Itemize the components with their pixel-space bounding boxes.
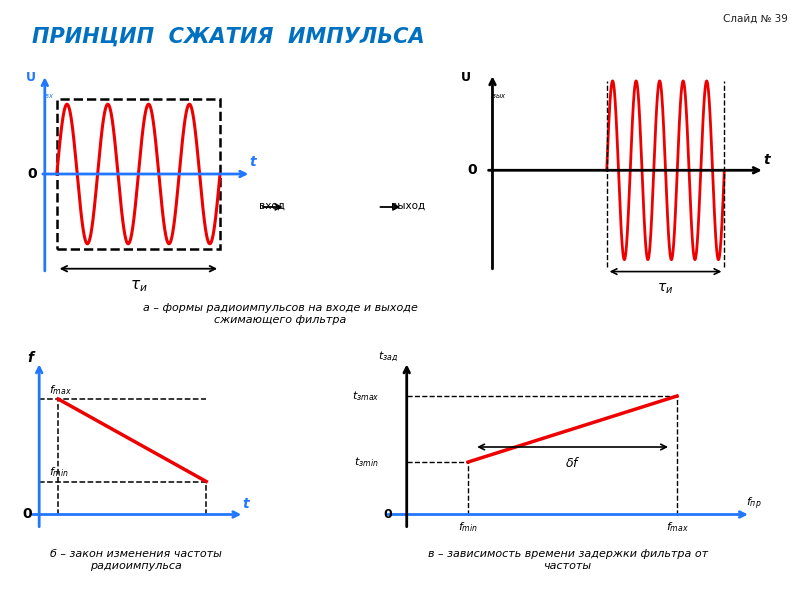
Text: $\mathbf{0}$: $\mathbf{0}$ xyxy=(467,163,478,177)
Text: $f_{min}$: $f_{min}$ xyxy=(458,520,478,534)
Text: $\mathbf{U}$: $\mathbf{U}$ xyxy=(25,71,36,84)
Text: $\mathbf{0}$: $\mathbf{0}$ xyxy=(27,167,38,181)
Text: $f_{max}$: $f_{max}$ xyxy=(666,520,689,534)
Text: $_{вх}$: $_{вх}$ xyxy=(43,91,54,101)
Text: $\mathbf{0}$: $\mathbf{0}$ xyxy=(383,508,394,521)
Text: $\tau_{и}$: $\tau_{и}$ xyxy=(658,282,674,296)
Text: вход: вход xyxy=(259,200,285,210)
Text: $\bfit{t}$: $\bfit{t}$ xyxy=(763,153,773,167)
Text: $f_{min}$: $f_{min}$ xyxy=(49,466,69,479)
Text: $f_{max}$: $f_{max}$ xyxy=(49,383,72,397)
Text: $t_{зmin}$: $t_{зmin}$ xyxy=(354,455,379,469)
Text: $\tau_{и}$: $\tau_{и}$ xyxy=(130,278,147,295)
Text: $_{вых}$: $_{вых}$ xyxy=(491,91,506,101)
Text: ПРИНЦИП  СЖАТИЯ  ИМПУЛЬСА: ПРИНЦИП СЖАТИЯ ИМПУЛЬСА xyxy=(32,27,425,47)
Text: Слайд № 39: Слайд № 39 xyxy=(723,13,788,23)
Text: $\bfit{t}$: $\bfit{t}$ xyxy=(242,497,250,511)
Text: $f_{пр}$: $f_{пр}$ xyxy=(746,496,762,512)
Text: $t_{зад}$: $t_{зад}$ xyxy=(378,350,398,364)
Text: $\mathbf{U}$: $\mathbf{U}$ xyxy=(460,71,471,85)
Text: $\mathbf{0}$: $\mathbf{0}$ xyxy=(22,508,34,521)
Text: в – зависимость времени задержки фильтра от
частоты: в – зависимость времени задержки фильтра… xyxy=(428,549,708,571)
Text: $t_{зmax}$: $t_{зmax}$ xyxy=(351,389,379,403)
Text: $\delta f$: $\delta f$ xyxy=(565,456,581,470)
Text: Сжимающ
ий
фильтр: Сжимающ ий фильтр xyxy=(290,184,370,227)
Text: $\bfit{f}$: $\bfit{f}$ xyxy=(27,349,36,365)
Text: а – формы радиоимпульсов на входе и выходе
сжимающего фильтра: а – формы радиоимпульсов на входе и выхо… xyxy=(142,303,418,325)
Text: выход: выход xyxy=(391,200,425,210)
Text: б – закон изменения частоты
радиоимпульса: б – закон изменения частоты радиоимпульс… xyxy=(50,549,222,571)
Text: $\bfit{t}$: $\bfit{t}$ xyxy=(249,155,258,169)
Bar xyxy=(57,99,220,249)
